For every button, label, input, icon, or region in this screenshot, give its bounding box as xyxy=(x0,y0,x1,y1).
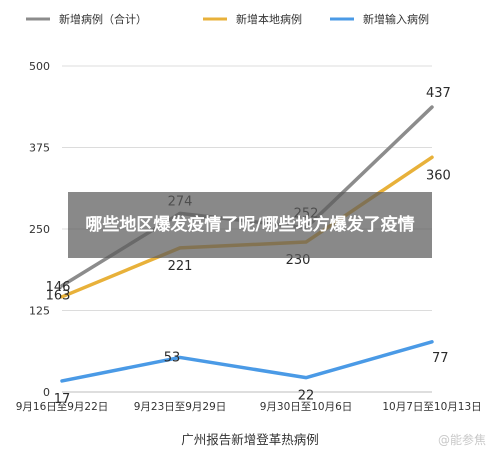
data-label: 163 xyxy=(46,289,71,304)
x-tick-label: 9月30日至10月6日 xyxy=(260,401,353,413)
y-tick-label: 125 xyxy=(29,305,50,318)
data-label: 437 xyxy=(426,86,451,101)
x-tick-label: 9月16日至9月22日 xyxy=(16,401,109,413)
data-label: 22 xyxy=(298,389,315,404)
legend-label: 新增输入病例 xyxy=(363,12,429,26)
y-tick-label: 0 xyxy=(43,386,50,399)
legend-label: 新增本地病例 xyxy=(236,12,302,26)
y-tick-label: 250 xyxy=(29,223,50,236)
data-label: 221 xyxy=(168,259,193,274)
data-label: 146 xyxy=(46,280,71,295)
data-label: 53 xyxy=(164,350,181,365)
data-label: 360 xyxy=(426,168,451,183)
legend-label: 新增病例（合计） xyxy=(59,12,147,26)
data-label: 17 xyxy=(54,392,71,407)
data-label: 77 xyxy=(432,351,449,366)
x-tick-label: 9月23日至9月29日 xyxy=(134,401,227,413)
x-axis-title: 广州报告新增登革热病例 xyxy=(181,432,319,447)
watermark: @能参焦 xyxy=(437,433,486,447)
y-tick-label: 500 xyxy=(29,60,50,73)
title-banner: 哪些地区爆发疫情了呢/哪些地方爆发了疫情 xyxy=(68,192,432,258)
x-tick-label: 10月7日至10月13日 xyxy=(382,401,481,413)
y-tick-label: 375 xyxy=(29,142,50,155)
series-line xyxy=(60,340,434,383)
